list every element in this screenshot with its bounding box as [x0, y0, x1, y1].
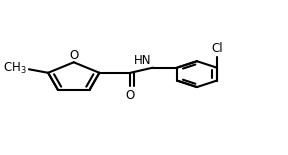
- Text: O: O: [126, 89, 135, 102]
- Text: Cl: Cl: [211, 42, 223, 55]
- Text: CH$_3$: CH$_3$: [3, 61, 27, 76]
- Text: HN: HN: [134, 54, 151, 67]
- Text: O: O: [69, 49, 78, 62]
